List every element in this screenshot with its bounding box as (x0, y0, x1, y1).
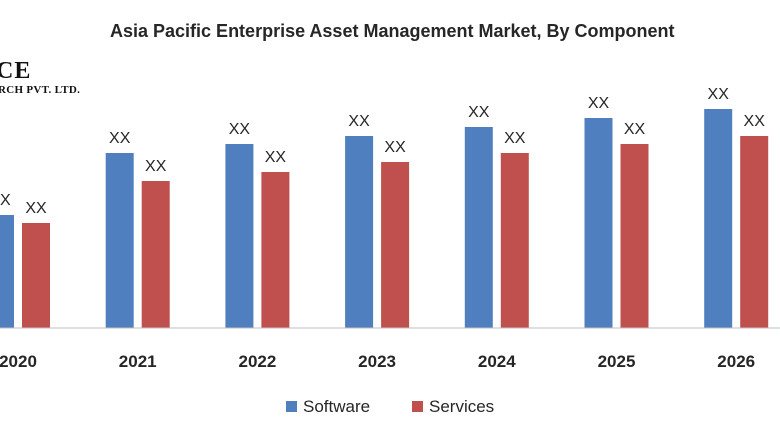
data-label-services-2023: XX (384, 139, 406, 156)
bar-software-2022 (225, 144, 254, 328)
bar-software-2024 (464, 127, 493, 328)
logo-text: CE (0, 58, 32, 84)
x-tick-label-2023: 2023 (358, 352, 396, 371)
legend-label-services: Services (429, 397, 494, 416)
data-label-services-2022: XX (265, 149, 287, 166)
bar-services-2025 (620, 144, 649, 328)
legend-swatch-software (286, 401, 297, 412)
data-label-software-2026: XX (708, 86, 730, 103)
logo-subtext: RCH PVT. LTD. (0, 84, 81, 96)
data-label-software-2022: XX (229, 121, 251, 138)
data-label-services-2025: XX (624, 121, 646, 138)
bar-services-2020 (22, 223, 50, 328)
x-tick-label-2026: 2026 (717, 352, 755, 371)
bar-services-2026 (740, 136, 769, 328)
x-tick-label-2022: 2022 (238, 352, 276, 371)
x-tick-label-2025: 2025 (598, 352, 636, 371)
data-label-services-2020: XX (25, 200, 47, 217)
x-tick-label-2021: 2021 (119, 352, 157, 371)
data-label-software-2020: XX (0, 192, 11, 209)
bar-services-2022 (261, 172, 290, 328)
legend-label-software: Software (303, 397, 370, 416)
data-label-software-2021: XX (109, 130, 131, 147)
bar-software-2021 (105, 153, 134, 328)
legend: Software Services (286, 397, 494, 416)
bar-software-2023 (345, 136, 374, 328)
chart-title: Asia Pacific Enterprise Asset Management… (110, 21, 675, 41)
legend-swatch-services (412, 401, 423, 412)
data-label-software-2023: XX (348, 113, 370, 130)
x-tick-label-2020: 2020 (0, 352, 37, 371)
bar-software-2026 (704, 109, 733, 328)
data-label-services-2024: XX (504, 130, 526, 147)
bar-software-2020 (0, 215, 14, 328)
data-label-software-2024: XX (468, 104, 490, 121)
data-label-services-2021: XX (145, 158, 167, 175)
data-label-services-2026: XX (744, 113, 766, 130)
data-label-software-2025: XX (588, 95, 610, 112)
bar-services-2024 (500, 153, 529, 328)
bar-services-2021 (141, 181, 170, 328)
bar-software-2025 (584, 118, 613, 328)
bar-services-2023 (381, 162, 410, 328)
x-tick-label-2024: 2024 (478, 352, 516, 371)
